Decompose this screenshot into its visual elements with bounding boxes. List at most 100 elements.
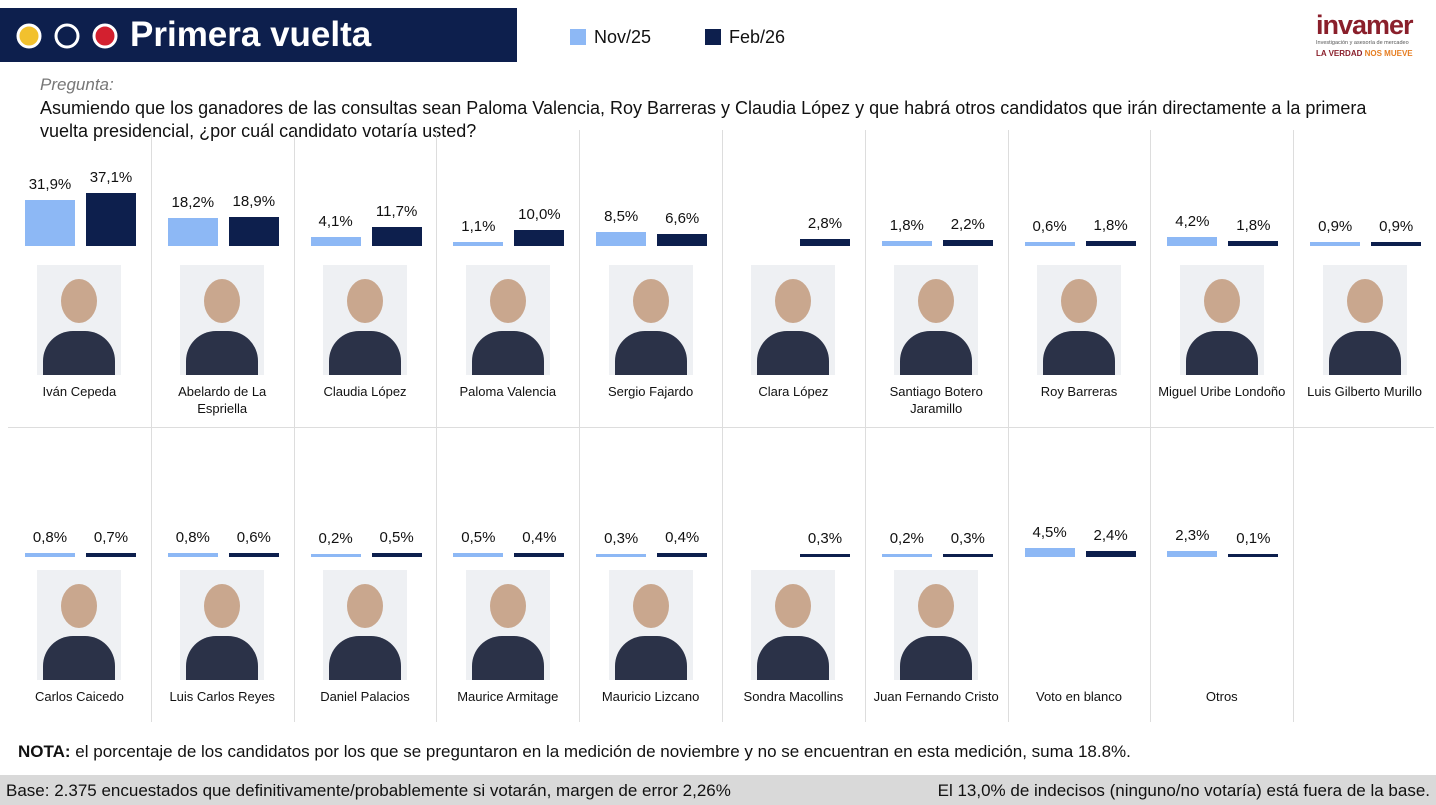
photo: [894, 265, 979, 375]
bar: [167, 218, 218, 246]
note: NOTA: el porcentaje de los candidatos po…: [18, 742, 1131, 762]
bar: [596, 553, 647, 557]
slogan-a: LA VERDAD: [1316, 49, 1363, 58]
slogan: LA VERDAD NOS MUEVE: [1316, 49, 1413, 58]
candidate-name: Paloma Valencia: [459, 384, 557, 399]
candidate-name: Roy Barreras: [1040, 384, 1118, 399]
photo: [751, 265, 836, 375]
grid-line: [1293, 130, 1295, 722]
bar: [514, 229, 565, 246]
bar: [371, 227, 422, 246]
value-label: 2,8%: [807, 215, 843, 233]
legend-label: Feb/26: [729, 27, 786, 47]
note-text: el porcentaje de los candidatos por los …: [75, 742, 1131, 761]
value-label: 0,8%: [32, 528, 68, 546]
bar: [800, 553, 850, 557]
candidate-name: Clara López: [758, 384, 829, 399]
bar: [228, 553, 279, 557]
value-label: 1,1%: [461, 217, 496, 235]
bar: [657, 234, 708, 246]
value-label: 4,5%: [1032, 523, 1067, 541]
legend-swatch: [705, 29, 721, 45]
question-text: Asumiendo que los ganadores de las consu…: [40, 98, 1367, 141]
value-label: 1,8%: [1236, 216, 1271, 234]
value-label: 10,0%: [518, 205, 561, 223]
candidate-name: Mauricio Lizcano: [601, 689, 700, 704]
bar: [228, 217, 279, 246]
slogan-b: NOS MUEVE: [1364, 49, 1413, 58]
value-label: 0,1%: [1236, 529, 1271, 547]
value-label: 2,2%: [950, 216, 985, 234]
bar: [1371, 241, 1422, 246]
photo: [37, 265, 122, 375]
legend-label: Nov/25: [594, 27, 652, 47]
value-label: 2,4%: [1093, 526, 1128, 544]
photo: [323, 570, 407, 680]
logo-sub: Investigación y asesoría de mercadeo: [1316, 40, 1409, 46]
grid-line: [436, 130, 438, 722]
logo: invamer: [1316, 10, 1414, 40]
candidate-name: Luis Carlos Reyes: [169, 689, 275, 704]
bar: [800, 239, 850, 246]
grid-line: [293, 130, 295, 722]
value-label: 4,2%: [1175, 213, 1210, 231]
value-label: 4,1%: [318, 213, 353, 231]
bar: [1310, 241, 1361, 246]
value-label: 0,7%: [93, 529, 129, 547]
value-label: 0,6%: [236, 529, 271, 547]
photo: [465, 265, 550, 375]
bar: [1167, 550, 1218, 557]
title: Primera vuelta: [130, 15, 372, 54]
candidate-name: Carlos Caicedo: [34, 689, 124, 704]
footer-base: Base: 2.375 encuestados que definitivame…: [6, 781, 731, 800]
value-label: 6,6%: [665, 210, 700, 228]
bar: [1024, 242, 1075, 246]
candidate-name: Luis Gilberto Murillo: [1307, 384, 1423, 399]
candidate-name: Miguel Uribe Londoño: [1158, 384, 1286, 399]
bar: [371, 553, 422, 557]
value-label: 0,8%: [175, 528, 210, 546]
photo: [180, 570, 265, 680]
bar: [1228, 240, 1279, 246]
value-label: 8,5%: [604, 207, 639, 225]
value-label: 0,9%: [1379, 217, 1414, 235]
bar: [453, 241, 504, 246]
value-label: 0,2%: [318, 529, 353, 547]
photo: [180, 265, 265, 375]
question-label: Pregunta:: [40, 75, 114, 94]
candidate-name: Sergio Fajardo: [607, 384, 694, 399]
candidate-name: Abelardo de La Espriella: [178, 384, 267, 416]
bar: [1228, 553, 1279, 557]
candidate-name: Claudia López: [323, 384, 407, 399]
value-label: 0,4%: [665, 529, 700, 547]
candidate-name: Voto en blanco: [1035, 689, 1123, 704]
grid-line: [1150, 130, 1152, 722]
photo: [1179, 265, 1264, 375]
bar: [942, 553, 993, 557]
grid-line: [722, 130, 723, 722]
grid-line: [1007, 130, 1009, 722]
value-label: 11,7%: [375, 203, 418, 221]
footer-undecided: El 13,0% de indecisos (ninguno/no votarí…: [937, 781, 1430, 800]
candidate-name: Daniel Palacios: [320, 689, 410, 704]
candidate-name: Iván Cepeda: [42, 384, 117, 399]
bar: [1085, 240, 1136, 246]
bar: [657, 553, 708, 557]
value-label: 0,5%: [461, 529, 496, 547]
grid-line: [150, 130, 152, 722]
grid-line: [8, 427, 1434, 428]
value-label: 0,3%: [807, 529, 843, 547]
bar: [25, 552, 75, 557]
value-label: 37,1%: [89, 168, 133, 186]
value-label: 0,6%: [1032, 218, 1067, 236]
bar: [310, 553, 361, 557]
photo: [465, 570, 550, 680]
bar: [596, 231, 647, 246]
note-label: NOTA:: [18, 742, 71, 761]
photo: [1322, 265, 1407, 375]
photo: [894, 570, 979, 680]
value-label: 0,2%: [889, 529, 924, 547]
value-label: 0,5%: [379, 529, 414, 547]
bar: [881, 240, 932, 246]
